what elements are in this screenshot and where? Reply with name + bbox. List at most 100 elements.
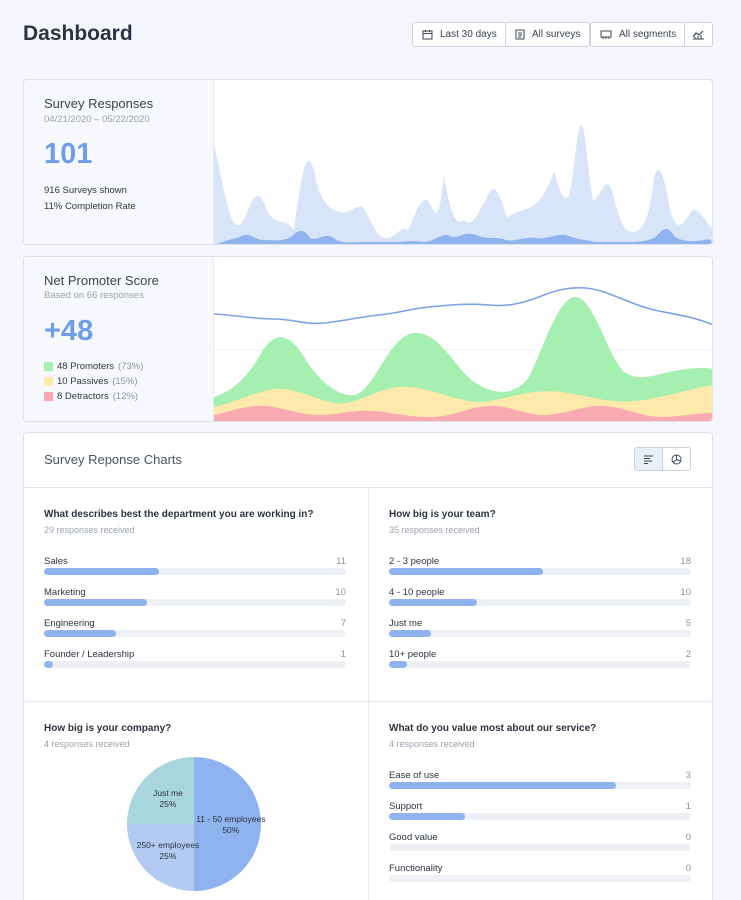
survey-charts-card: Survey Reponse Charts What describes bes… [23, 432, 713, 900]
pie-label: Just me [153, 788, 183, 798]
survey-icon [515, 29, 525, 40]
survey-responses-title: Survey Responses [44, 96, 154, 111]
bar-fill [389, 568, 544, 575]
bar-count: 1 [340, 649, 346, 660]
passives-swatch [44, 377, 53, 386]
bar-row: Good value 0 [389, 832, 691, 862]
bar-count: 10 [335, 587, 346, 598]
bar-fill [389, 813, 465, 820]
nps-area-chart [214, 286, 712, 421]
bar-fill [44, 568, 159, 575]
bar-track [389, 568, 691, 575]
bar-row: 2 - 3 people 18 [389, 556, 691, 586]
surveys-shown-text: 916 Surveys shown [44, 185, 127, 196]
bar-track [389, 813, 691, 820]
survey-responses-count: 101 [44, 138, 93, 170]
bar-count: 3 [685, 770, 691, 781]
bar-label: Just me [389, 618, 423, 629]
bar-row: Founder / Leadership 1 [44, 649, 346, 679]
bar-row: Functionality 0 [389, 863, 691, 893]
detractors-label: 8 Detractors [57, 391, 109, 402]
bar-count: 0 [685, 863, 691, 874]
bar-track [389, 782, 691, 789]
bar-row: Just me 5 [389, 618, 691, 648]
bar-view-toggle[interactable] [634, 447, 663, 471]
bar-count: 1 [685, 801, 691, 812]
bar-count: 11 [336, 556, 346, 567]
responses-area [217, 228, 712, 244]
bar-label: Support [389, 801, 423, 812]
bar-fill [389, 661, 408, 668]
pie-pct-label: 25% [159, 851, 176, 861]
bar-count: 18 [680, 556, 691, 567]
surveys-filter-label: All surveys [532, 29, 581, 40]
bar-count: 0 [685, 832, 691, 843]
promoters-pct: (73%) [118, 361, 144, 372]
bar-row: Support 1 [389, 801, 691, 831]
bar-fill [44, 661, 54, 668]
bar-label: 2 - 3 people [389, 556, 440, 567]
survey-responses-summary: Survey Responses 04/21/2020 – 05/22/2020… [24, 80, 214, 244]
bar-label: 10+ people [389, 649, 437, 660]
bar-fill [389, 599, 477, 606]
bar-fill [44, 630, 117, 637]
bar-row: Marketing 10 [44, 587, 346, 617]
nps-legend-detractors: 8 Detractors (12%) [44, 391, 138, 402]
chart-view-button[interactable] [684, 22, 713, 47]
pie-label: 250+ employees [137, 840, 200, 850]
bar-fill [44, 599, 147, 606]
bar-track [389, 661, 691, 668]
promoters-swatch [44, 362, 53, 371]
calendar-icon [422, 30, 433, 40]
pie-slice-11-50-employees [194, 757, 261, 891]
passives-label: 10 Passives [57, 376, 109, 387]
value-question-title: What do you value most about our service… [389, 723, 597, 734]
bar-track [44, 661, 346, 668]
company-size-question-title: How big is your company? [44, 723, 172, 734]
bar-row: Sales 11 [44, 556, 346, 586]
bar-row: 4 - 10 people 10 [389, 587, 691, 617]
department-question-title: What describes best the department you a… [44, 509, 314, 520]
pie-pct-label: 50% [222, 825, 239, 835]
promoters-area [214, 296, 712, 421]
segments-icon [600, 30, 612, 39]
chart-icon [692, 30, 704, 40]
segments-filter-button[interactable]: All segments [590, 22, 687, 47]
date-range-button[interactable]: Last 30 days [412, 22, 507, 47]
surveys-filter-button[interactable]: All surveys [505, 22, 591, 47]
team-size-question-title: How big is your team? [389, 509, 496, 520]
survey-responses-date-range: 04/21/2020 – 05/22/2020 [44, 114, 150, 125]
nps-card: Net Promoter Score Based on 66 responses… [23, 256, 713, 422]
pie-slice-just-me [127, 757, 194, 824]
detractors-pct: (12%) [112, 391, 139, 402]
passives-pct: (15%) [112, 376, 138, 387]
completion-rate-text: 11% Completion Rate [44, 201, 136, 212]
page-title: Dashboard [23, 22, 133, 45]
bar-track [389, 630, 691, 637]
bar-label: Good value [389, 832, 438, 843]
bar-track [389, 875, 691, 882]
pie-label: 11 - 50 employees [196, 814, 265, 824]
bar-fill [389, 630, 432, 637]
header: Dashboard Last 30 days All surveys All s… [0, 0, 741, 70]
department-question-subtitle: 29 responses received [44, 525, 135, 535]
charts-row-divider [24, 701, 712, 702]
bar-label: 4 - 10 people [389, 587, 445, 598]
pie-view-toggle[interactable] [662, 447, 691, 471]
nps-score: +48 [44, 315, 94, 347]
nps-legend-passives: 10 Passives (15%) [44, 376, 138, 387]
charts-column-divider [368, 487, 369, 900]
detractors-swatch [44, 392, 53, 401]
bar-label: Founder / Leadership [44, 649, 135, 660]
survey-responses-card: Survey Responses 04/21/2020 – 05/22/2020… [23, 79, 713, 245]
bar-count: 10 [680, 587, 691, 598]
survey-charts-title: Survey Reponse Charts [44, 452, 183, 467]
pie-pct-label: 25% [159, 799, 176, 809]
bar-label: Ease of use [389, 770, 440, 781]
promoters-label: 48 Promoters [57, 361, 115, 372]
detractors-area [214, 405, 712, 421]
team-size-question-subtitle: 35 responses received [389, 525, 480, 535]
value-question-subtitle: 4 responses received [389, 739, 475, 749]
pie-chart-icon [671, 454, 682, 464]
